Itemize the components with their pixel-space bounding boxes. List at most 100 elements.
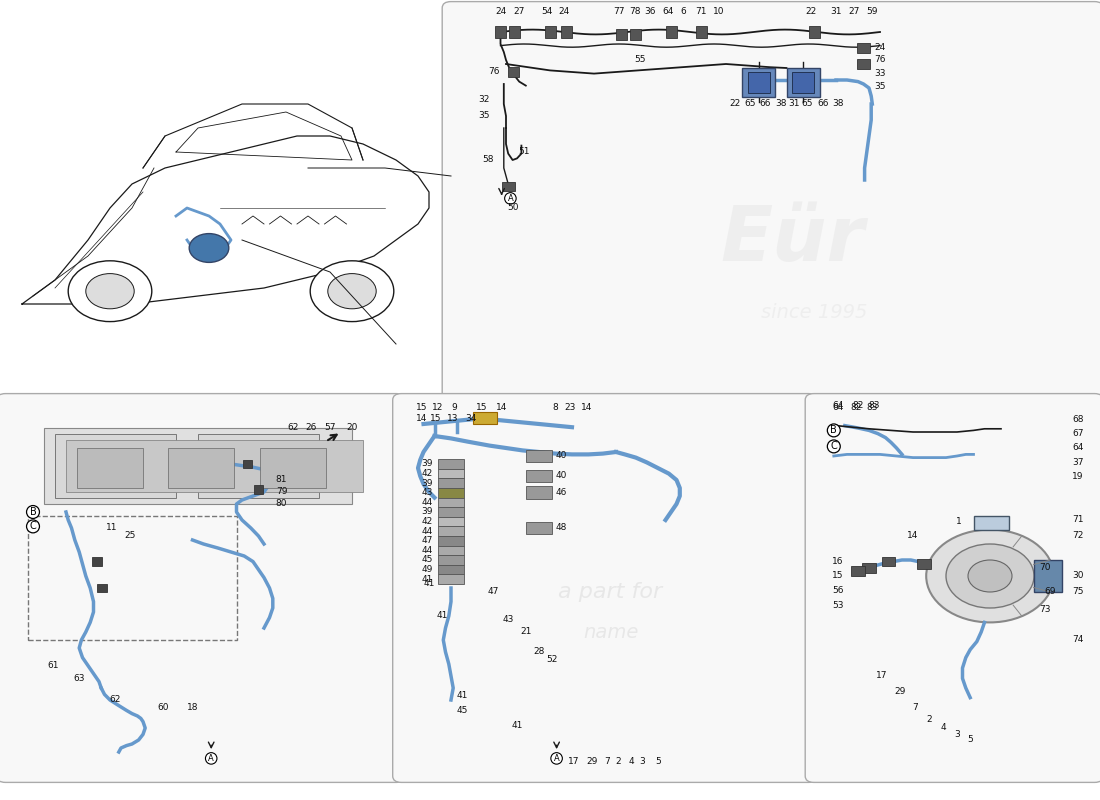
Text: 48: 48: [556, 523, 566, 533]
Bar: [438, 565, 464, 574]
Text: 31: 31: [830, 7, 842, 17]
Circle shape: [968, 560, 1012, 592]
Text: 29: 29: [894, 687, 905, 697]
Bar: [260, 448, 326, 488]
Bar: [742, 68, 775, 97]
Text: 35: 35: [478, 111, 490, 121]
Text: 41: 41: [424, 579, 434, 589]
Text: since 1995: since 1995: [761, 302, 867, 322]
Text: 73: 73: [1040, 605, 1050, 614]
Text: 5: 5: [654, 757, 661, 766]
Text: 17: 17: [569, 757, 580, 766]
Text: 16: 16: [833, 557, 844, 566]
Bar: [544, 26, 556, 38]
Text: 3: 3: [954, 730, 960, 739]
Text: A: A: [507, 194, 514, 203]
Text: 24: 24: [874, 43, 886, 53]
Text: 42: 42: [421, 517, 432, 526]
Text: 44: 44: [421, 546, 432, 555]
Text: 83: 83: [869, 401, 880, 410]
Text: 61: 61: [47, 661, 58, 670]
FancyBboxPatch shape: [805, 394, 1100, 782]
Text: 79: 79: [276, 487, 287, 497]
Text: 44: 44: [421, 526, 432, 536]
Text: 29: 29: [586, 757, 597, 766]
Text: 82: 82: [850, 403, 861, 413]
Text: 49: 49: [421, 565, 432, 574]
Bar: [438, 546, 464, 555]
Bar: [526, 522, 552, 534]
Text: 64: 64: [1072, 443, 1084, 453]
Text: 13: 13: [448, 414, 459, 423]
Text: 14: 14: [908, 531, 918, 541]
Bar: [696, 26, 707, 38]
Text: a part for: a part for: [559, 582, 662, 602]
Text: 31: 31: [789, 99, 800, 109]
Text: 15: 15: [430, 414, 441, 423]
Circle shape: [926, 530, 1054, 622]
Circle shape: [189, 234, 229, 262]
Text: 22: 22: [805, 7, 816, 17]
Text: 83: 83: [867, 403, 878, 413]
Text: 74: 74: [1072, 635, 1084, 645]
Text: 34: 34: [465, 414, 476, 423]
Bar: [438, 526, 464, 536]
Bar: [526, 486, 552, 499]
Text: 62: 62: [110, 695, 121, 705]
Bar: [438, 517, 464, 526]
Bar: [502, 182, 515, 191]
Text: 2: 2: [615, 757, 622, 766]
Bar: [473, 412, 497, 424]
Text: 14: 14: [416, 414, 427, 423]
Text: 39: 39: [421, 478, 432, 488]
Text: 56: 56: [833, 586, 844, 595]
Text: 40: 40: [556, 471, 566, 481]
Text: 46: 46: [556, 488, 566, 498]
Bar: [526, 450, 552, 462]
Text: 41: 41: [512, 721, 522, 730]
Text: 68: 68: [1072, 414, 1084, 424]
Text: 65: 65: [745, 99, 756, 109]
Bar: [792, 72, 814, 93]
Bar: [438, 536, 464, 546]
Text: 43: 43: [421, 488, 432, 498]
Bar: [198, 434, 319, 498]
Text: 71: 71: [1072, 515, 1084, 525]
Text: 57: 57: [324, 423, 336, 433]
Bar: [509, 26, 520, 38]
Text: 14: 14: [496, 403, 507, 413]
Circle shape: [86, 274, 134, 309]
Text: 17: 17: [877, 671, 888, 681]
Bar: [44, 428, 352, 504]
Text: 58: 58: [483, 155, 494, 165]
Text: 4: 4: [628, 757, 635, 766]
Text: 25: 25: [124, 531, 135, 541]
Text: 2: 2: [926, 715, 933, 725]
Circle shape: [946, 544, 1034, 608]
Bar: [168, 448, 234, 488]
Text: 70: 70: [1040, 563, 1050, 573]
Bar: [91, 557, 101, 566]
Bar: [438, 459, 464, 469]
Text: 54: 54: [541, 7, 552, 17]
Text: 80: 80: [276, 499, 287, 509]
Text: 41: 41: [421, 574, 432, 584]
Bar: [97, 584, 107, 592]
Circle shape: [310, 261, 394, 322]
Bar: [438, 488, 464, 498]
Text: 67: 67: [1072, 429, 1084, 438]
Text: name: name: [583, 622, 638, 642]
Text: 30: 30: [1072, 571, 1084, 581]
Text: 18: 18: [187, 703, 198, 713]
Text: 40: 40: [556, 451, 566, 461]
Bar: [1034, 560, 1062, 592]
Text: 10: 10: [713, 7, 724, 17]
Text: 38: 38: [833, 99, 844, 109]
Circle shape: [68, 261, 152, 322]
Text: 7: 7: [604, 757, 611, 766]
Text: 44: 44: [421, 498, 432, 507]
Text: 55: 55: [635, 55, 646, 65]
Text: 76: 76: [488, 67, 499, 77]
Bar: [438, 574, 464, 584]
Bar: [526, 470, 552, 482]
